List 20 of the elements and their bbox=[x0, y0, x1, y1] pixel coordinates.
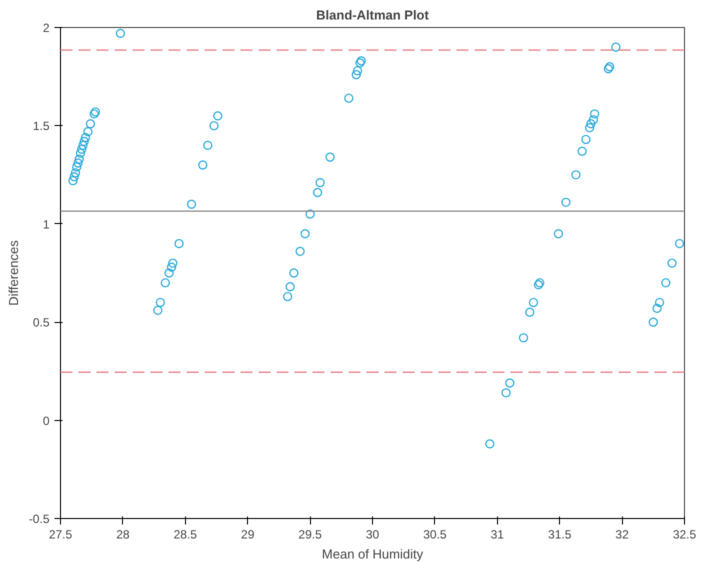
x-tick-label: 30.5 bbox=[423, 528, 447, 542]
x-tick-label: 32.5 bbox=[672, 528, 697, 542]
y-tick-label: 0.5 bbox=[32, 316, 50, 330]
x-tick-label: 29.5 bbox=[298, 528, 322, 542]
y-tick-label: 1.5 bbox=[32, 119, 50, 134]
x-tick-label: 31 bbox=[490, 528, 504, 542]
x-tick-label: 31.5 bbox=[548, 528, 572, 542]
y-axis-title: Differences bbox=[6, 240, 21, 306]
x-axis-title: Mean of Humidity bbox=[322, 546, 424, 562]
y-tick-label: -0.5 bbox=[28, 512, 50, 526]
y-tick-label: 0 bbox=[42, 414, 50, 428]
x-tick-label: 28 bbox=[116, 528, 130, 542]
x-tick-label: 28.5 bbox=[174, 528, 198, 542]
x-tick-label: 30 bbox=[366, 528, 380, 542]
y-tick-label: 1 bbox=[42, 217, 50, 232]
x-tick-label: 32 bbox=[615, 528, 630, 542]
y-tick-label: 2 bbox=[42, 21, 50, 35]
chart-title: Bland-Altman Plot bbox=[316, 8, 430, 22]
x-tick-label: 27.5 bbox=[48, 528, 73, 542]
x-tick-label: 29 bbox=[241, 528, 255, 542]
